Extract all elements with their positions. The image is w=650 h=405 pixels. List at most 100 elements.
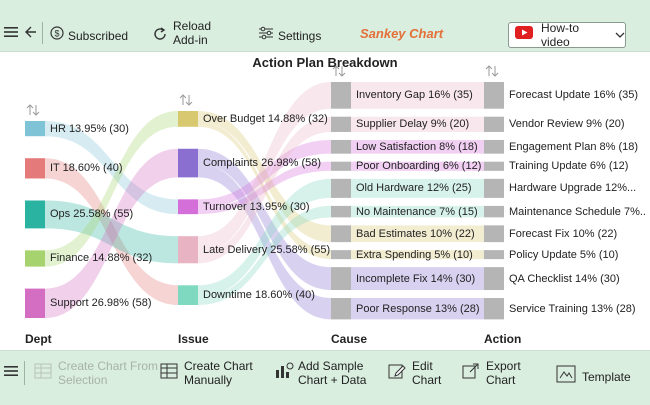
sankey-link	[351, 267, 484, 291]
dept-node-label: Support 26.98% (58)	[50, 297, 152, 310]
sankey-link	[198, 121, 331, 260]
reload-addin-button[interactable]: Reload Add-in	[152, 19, 211, 47]
sliders-icon	[258, 26, 274, 45]
action-node	[484, 161, 504, 171]
action-node-label: Maintenance Schedule 7%...	[509, 205, 645, 218]
edit-chart-line2: Chart	[412, 373, 442, 387]
cause-node	[331, 298, 351, 320]
bottom-toolbar: Create Chart From Selection Create Chart…	[0, 350, 650, 405]
issue-node	[178, 285, 198, 305]
issue-node-label: Complaints 26.98% (58)	[203, 157, 322, 170]
create-chart-manually-line1: Create Chart	[184, 359, 253, 373]
issue-node	[178, 148, 198, 178]
issue-node	[178, 111, 198, 127]
chevron-down-icon	[615, 26, 625, 44]
sankey-link	[198, 139, 331, 209]
cause-node-label: Poor Response 13% (28)	[356, 302, 480, 315]
column-header-dept: Dept	[25, 332, 52, 346]
action-node-label: Vendor Review 9% (20)	[509, 118, 625, 131]
create-chart-manually-button[interactable]: Create Chart Manually	[160, 359, 253, 387]
action-node-label: Hardware Upgrade 12%...	[509, 182, 637, 195]
cause-node-label: Inventory Gap 16% (35)	[356, 89, 473, 102]
toolbar-divider	[42, 22, 43, 44]
menu-icon[interactable]	[4, 365, 18, 377]
dept-node-label: HR 13.95% (30)	[50, 122, 129, 135]
create-chart-manually-line2: Manually	[184, 373, 233, 387]
add-sample-chart-line1: Add Sample	[298, 359, 364, 373]
sample-data-icon	[274, 362, 294, 385]
template-label: Template	[582, 369, 631, 384]
dept-node-label: Ops 25.58% (55)	[50, 208, 134, 221]
action-node	[484, 225, 504, 243]
toolbar-divider	[24, 361, 25, 385]
sankey-link	[351, 178, 484, 198]
create-chart-from-selection-button[interactable]: Create Chart From Selection	[34, 359, 158, 387]
sort-arrows-icon	[485, 65, 499, 77]
edit-chart-button[interactable]: Edit Chart	[388, 359, 441, 387]
sort-arrows-icon	[332, 65, 346, 77]
cause-node	[331, 161, 351, 171]
sankey-chart	[25, 65, 504, 320]
sankey-link	[198, 111, 331, 243]
sort-down-arrow	[491, 66, 499, 77]
cause-node	[331, 205, 351, 218]
sankey-link	[198, 148, 331, 291]
menu-icon[interactable]	[4, 26, 18, 38]
svg-text:$: $	[54, 29, 59, 39]
action-node-label: Training Update 6% (12)	[509, 160, 629, 173]
action-node	[484, 298, 504, 320]
cause-node-label: Incomplete Fix 14% (30)	[356, 272, 476, 285]
sort-down-arrow	[338, 66, 346, 77]
export-chart-button[interactable]: Export Chart	[462, 359, 521, 387]
sort-up-arrow	[179, 94, 187, 105]
cause-node	[331, 267, 351, 291]
reload-label-line2: Add-in	[173, 33, 208, 47]
sort-arrows-icon	[26, 104, 40, 116]
column-header-cause: Cause	[331, 332, 368, 346]
dept-node	[25, 121, 45, 137]
top-toolbar: $ Subscribed Reload Add-in Settings Sank…	[0, 0, 650, 52]
sankey-link	[198, 205, 331, 305]
create-chart-from-selection-line1: Create Chart From	[58, 359, 159, 373]
sankey-link	[351, 205, 484, 218]
dept-node	[25, 250, 45, 267]
sankey-link	[198, 82, 331, 254]
issue-node-label: Over Budget 14.88% (32)	[203, 112, 328, 125]
issue-node-label: Late Delivery 25.58% (55)	[203, 243, 331, 256]
export-chart-line1: Export	[486, 359, 521, 373]
reload-label-line1: Reload	[173, 19, 212, 33]
settings-label: Settings	[278, 28, 322, 43]
app-title: Sankey Chart	[360, 26, 444, 41]
sankey-link	[351, 139, 484, 154]
add-sample-chart-line2: Chart + Data	[298, 373, 367, 387]
dept-node	[25, 288, 45, 318]
reload-label: Reload Add-in	[173, 19, 211, 47]
action-node	[484, 267, 504, 291]
sort-up-arrow	[332, 65, 340, 76]
action-node-label: Service Training 13% (28)	[509, 302, 636, 315]
how-to-video-dropdown[interactable]: How-to video	[508, 21, 626, 49]
sort-down-arrow	[32, 105, 40, 116]
action-node	[484, 116, 504, 132]
action-node-label: Forecast Update 16% (35)	[509, 89, 639, 102]
action-node	[484, 178, 504, 198]
sankey-link	[351, 82, 484, 109]
create-chart-from-selection-label: Create Chart From Selection	[58, 359, 158, 387]
cause-node-label: Poor Onboarding 6% (12)	[356, 160, 482, 173]
sort-arrows-icon	[179, 94, 193, 106]
template-icon	[556, 365, 576, 388]
column-header-issue: Issue	[178, 332, 209, 346]
action-node	[484, 205, 504, 218]
template-button[interactable]: Template	[556, 365, 631, 388]
sankey-labels: HR 13.95% (30) IT 18.60% (40) Ops 25.58% (…	[50, 89, 645, 315]
edit-chart-label: Edit Chart	[412, 359, 441, 387]
sankey-link	[198, 178, 331, 298]
subscribed-button[interactable]: $ Subscribed	[50, 26, 128, 45]
cause-node	[331, 178, 351, 198]
add-sample-chart-button[interactable]: Add Sample Chart + Data	[274, 359, 366, 387]
back-arrow-icon[interactable]	[24, 25, 38, 39]
table-select-icon	[34, 362, 52, 385]
cause-node-label: Low Satisfaction 8% (18)	[356, 140, 478, 153]
issue-node	[178, 199, 198, 215]
settings-button[interactable]: Settings	[258, 26, 321, 45]
